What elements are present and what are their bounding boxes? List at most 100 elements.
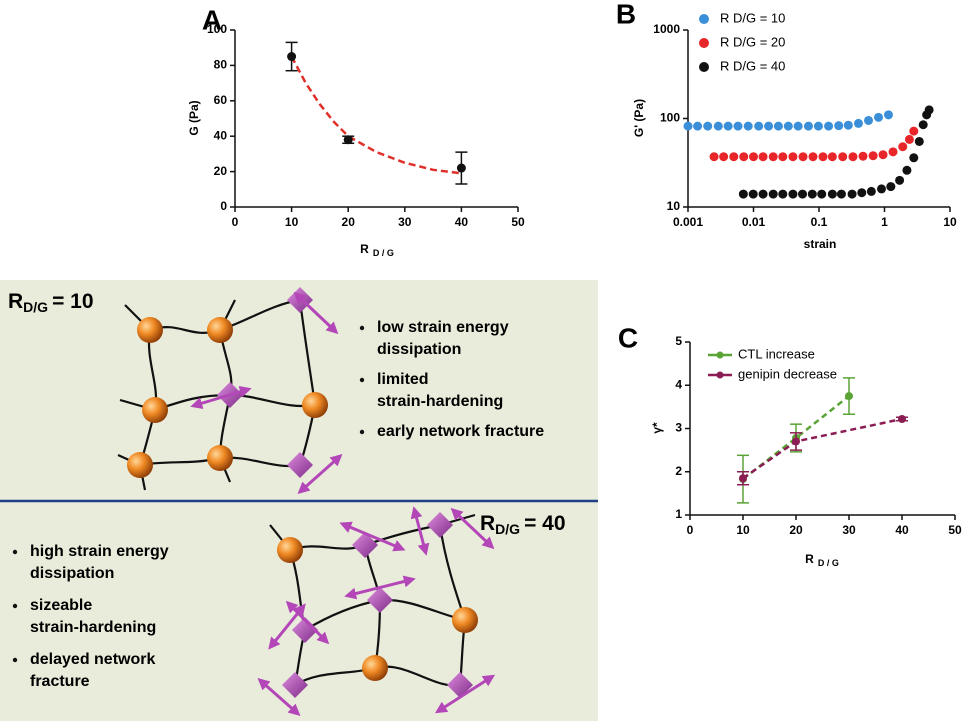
y-tick-label: 2: [675, 464, 682, 478]
point: [859, 152, 868, 161]
point: [845, 392, 853, 400]
y-tick-label: 4: [675, 377, 682, 391]
legend-marker: [699, 38, 709, 48]
x-tick-label: 0.1: [811, 215, 828, 229]
y-tick-label: 1: [675, 507, 682, 521]
point: [902, 166, 911, 175]
figure: A02040608010001020304050G (Pa)RD / GB101…: [0, 0, 964, 721]
bullet-text: low strain energy: [377, 319, 509, 336]
point: [759, 152, 768, 161]
point: [734, 122, 743, 131]
legend-marker: [717, 352, 724, 359]
point: [344, 135, 353, 144]
point: [703, 122, 712, 131]
bullet-dot: [13, 604, 17, 608]
x-axis-label-sub: D / G: [818, 558, 839, 568]
point: [808, 190, 817, 199]
y-tick-label: 10: [667, 199, 681, 213]
point: [874, 113, 883, 122]
legend-label: genipin decrease: [738, 366, 837, 381]
heading-sub: D/G: [495, 521, 520, 537]
panel-label: B: [616, 0, 636, 29]
legend-label: R D/G = 20: [720, 34, 785, 49]
bullet-text: high strain energy: [30, 543, 169, 560]
heading-sub: D/G: [23, 299, 48, 315]
bullet-text: early network fracture: [377, 423, 544, 440]
legend-marker: [717, 372, 724, 379]
x-tick-label: 10: [736, 523, 750, 537]
heading-main: R: [480, 512, 495, 535]
point: [710, 152, 719, 161]
heading-main: R: [8, 290, 23, 313]
legend-marker: [699, 14, 709, 24]
bullet-text: fracture: [30, 673, 90, 690]
y-tick-label: 5: [675, 334, 682, 348]
point: [799, 152, 808, 161]
point: [714, 122, 723, 131]
point: [915, 137, 924, 146]
point: [877, 184, 886, 193]
x-tick-label: 0.01: [742, 215, 766, 229]
y-tick-label: 0: [220, 199, 227, 213]
point: [828, 152, 837, 161]
y-tick-label: 80: [214, 58, 228, 72]
point: [774, 122, 783, 131]
point: [895, 176, 904, 185]
x-tick-label: 30: [398, 215, 412, 229]
legend-marker: [699, 62, 709, 72]
y-axis-label: γ*: [650, 422, 664, 434]
point: [837, 190, 846, 199]
point: [828, 190, 837, 199]
bullet-text: sizeable: [30, 597, 92, 614]
x-tick-label: 20: [342, 215, 356, 229]
point: [724, 122, 733, 131]
y-tick-label: 3: [675, 421, 682, 435]
point: [804, 122, 813, 131]
legend-label: R D/G = 40: [720, 58, 785, 73]
point: [719, 152, 728, 161]
point: [814, 122, 823, 131]
bullet-dot: [360, 430, 364, 434]
x-tick-label: 50: [511, 215, 525, 229]
x-tick-label: 20: [789, 523, 803, 537]
y-tick-label: 100: [207, 22, 227, 36]
point: [798, 190, 807, 199]
point: [749, 152, 758, 161]
x-tick-label: 0: [687, 523, 694, 537]
x-axis-label-main: R: [805, 552, 814, 566]
bullet-dot: [360, 378, 364, 382]
point: [919, 120, 928, 129]
y-tick-label: 60: [214, 93, 228, 107]
x-tick-label: 0.001: [673, 215, 703, 229]
point: [925, 105, 934, 114]
point: [759, 190, 768, 199]
point: [905, 135, 914, 144]
bullet-text: dissipation: [377, 341, 461, 358]
point: [818, 152, 827, 161]
point: [739, 474, 747, 482]
fit-line: [292, 57, 462, 174]
y-tick-label: 40: [214, 128, 228, 142]
point: [864, 116, 873, 125]
point: [898, 415, 906, 423]
x-axis-label-main: R: [360, 242, 369, 256]
point: [869, 151, 878, 160]
point: [684, 122, 693, 131]
x-tick-label: 10: [943, 215, 957, 229]
point: [693, 122, 702, 131]
point: [886, 182, 895, 191]
point: [794, 122, 803, 131]
point: [792, 437, 800, 445]
point: [784, 122, 793, 131]
point: [824, 122, 833, 131]
y-axis-label: G' (Pa): [632, 99, 646, 137]
x-tick-label: 10: [285, 215, 299, 229]
point: [834, 121, 843, 130]
point: [884, 110, 893, 119]
point: [754, 122, 763, 131]
point: [817, 190, 826, 199]
bullet-dot: [13, 658, 17, 662]
point: [788, 190, 797, 199]
point: [287, 52, 296, 61]
